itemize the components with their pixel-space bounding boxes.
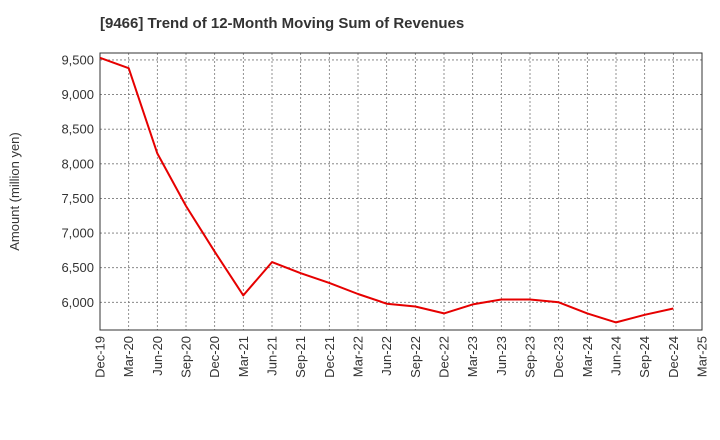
x-tick-label: Sep-22 [408,336,423,378]
plot-frame [99,52,703,331]
x-tick-label: Sep-24 [637,336,652,378]
chart-title: [9466] Trend of 12-Month Moving Sum of R… [100,15,465,32]
x-tick-label: Mar-22 [351,336,366,377]
y-tick-label: 7,500 [61,191,94,206]
y-tick-label: 8,500 [61,122,94,137]
x-tick-label: Mar-20 [121,336,136,377]
x-tick-label: Dec-24 [666,336,681,378]
y-tick-label: 8,000 [61,156,94,171]
x-tick-label: Sep-21 [293,336,308,378]
y-tick-label: 9,000 [61,87,94,102]
x-tick-label: Sep-20 [179,336,194,378]
y-tick-label: 6,000 [61,295,94,310]
x-tick-label: Dec-20 [207,336,222,378]
x-tick-label: Jun-23 [494,336,509,376]
x-tick-label: Dec-21 [322,336,337,378]
x-tick-label: Jun-22 [379,336,394,376]
series-line [99,56,674,324]
x-tick-label: Dec-22 [437,336,452,378]
x-tick-label: Dec-19 [93,336,108,378]
x-tick-label: Jun-24 [609,336,624,376]
x-tick-label: Jun-20 [150,336,165,376]
x-tick-label: Mar-24 [580,336,595,377]
y-tick-label: 9,500 [61,52,94,67]
y-tick-label: 6,500 [61,260,94,275]
y-axis-label: Amount (million yen) [7,132,22,251]
x-tick-label: Mar-25 [695,336,710,377]
x-tick-label: Mar-23 [465,336,480,377]
x-tick-label: Mar-21 [236,336,251,377]
y-tick-label: 7,000 [61,226,94,241]
x-tick-label: Dec-23 [551,336,566,378]
x-tick-label: Sep-23 [523,336,538,378]
x-tick-label: Jun-21 [265,336,280,376]
